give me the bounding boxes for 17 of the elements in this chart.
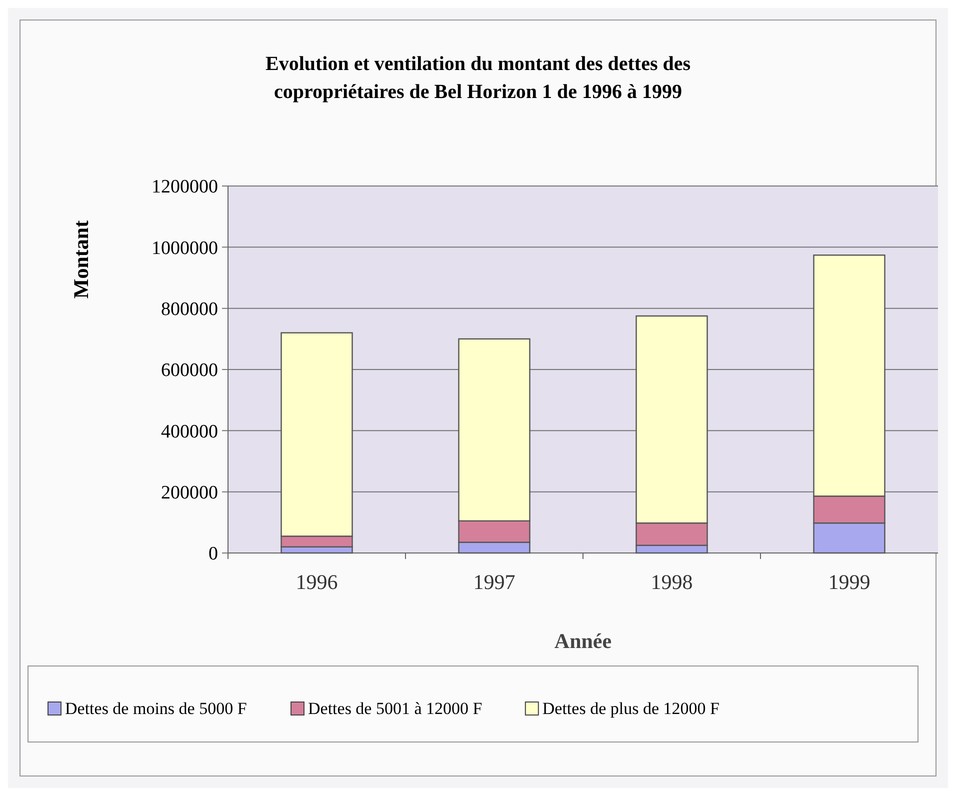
legend-label: Dettes de 5001 à 12000 F [308,699,482,718]
x-tick-label: 1996 [296,570,338,594]
x-tick-label: 1999 [828,570,870,594]
chart-title: Evolution et ventilation du montant des dettes des copropriétaires de Bel Horizon 1 de 1996 à 1999 [265,53,691,103]
legend-label: Dettes de moins de 5000 F [65,699,247,718]
y-tick-label: 0 [208,544,218,565]
y-tick-label: 200000 [161,482,218,504]
x-tick-label: 1998 [650,570,693,594]
y-axis-title: Montant [69,220,93,299]
x-tick-label: 1997 [473,570,516,594]
y-tick-label: 600000 [161,360,218,382]
x-axis-title: Année [554,629,612,653]
y-tick-label: 1000000 [152,238,218,259]
y-tick-label: 1200000 [152,176,218,198]
legend-label: Dettes de plus de 12000 F [542,699,720,718]
y-tick-label: 400000 [161,421,218,442]
y-tick-label: 800000 [161,298,218,320]
